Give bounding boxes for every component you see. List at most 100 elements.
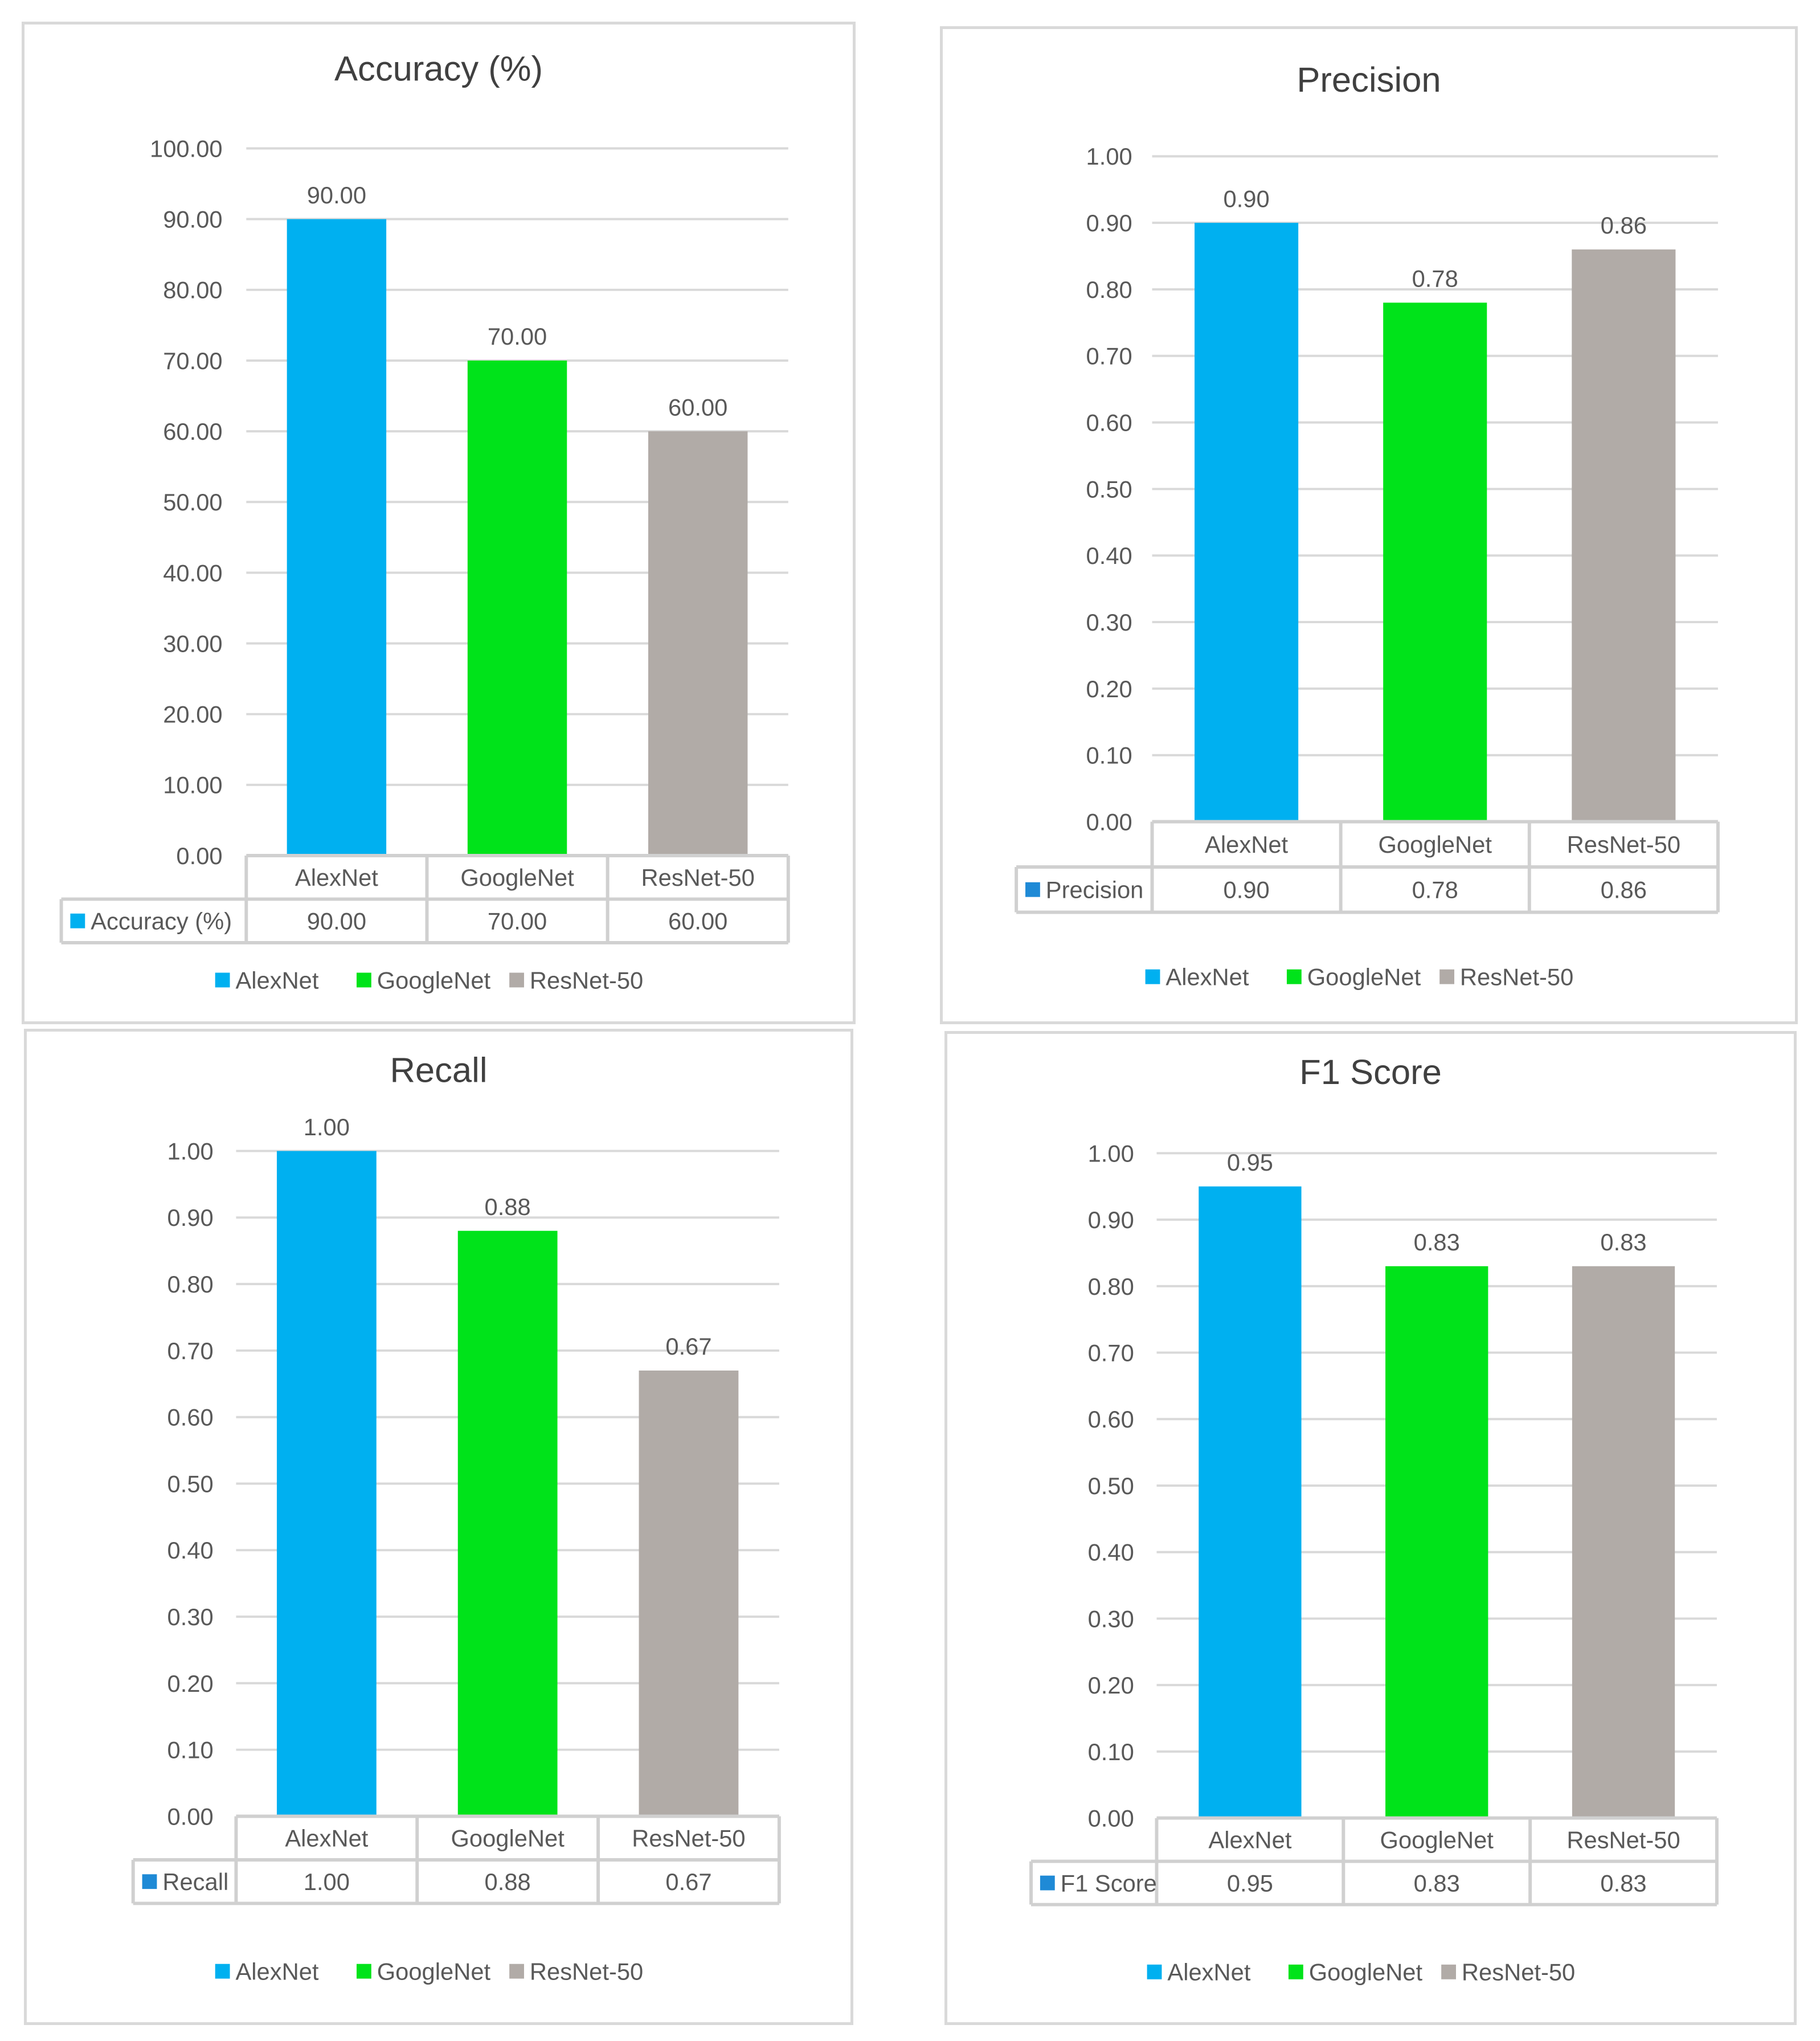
data-label-resnet-50: 0.67 — [665, 1333, 711, 1360]
recall-chart: Recall 0.00 0.10 0.20 0.30 0.40 0.50 0.60 0.70 0.… — [131, 1050, 781, 1985]
table-category-label: GoogleNet — [460, 864, 574, 891]
y-tick-label: 30.00 — [163, 630, 222, 657]
bar-resnet-50 — [639, 1370, 739, 1817]
chart-panel-precision: Precision 0.00 0.10 0.20 0.30 0.40 0.50 0.60 0.7… — [940, 26, 1798, 1024]
table-category-label: ResNet-50 — [1567, 831, 1680, 858]
y-tick-label: 0.00 — [176, 842, 222, 869]
bar-alexnet — [287, 219, 387, 856]
legend-label-alexnet: AlexNet — [235, 967, 318, 993]
table-value: 0.83 — [1600, 1870, 1646, 1896]
table-value: 0.86 — [1601, 877, 1647, 903]
y-tick-label: 0.30 — [1088, 1605, 1134, 1632]
y-tick-label: 70.00 — [163, 347, 222, 374]
bar-alexnet — [1195, 223, 1299, 822]
y-tick-label: 0.80 — [1088, 1273, 1134, 1300]
legend-marker-resnet-50 — [509, 972, 524, 988]
legend-label-alexnet: AlexNet — [235, 1958, 318, 1985]
legend-marker-googlenet — [1286, 969, 1302, 984]
table-category-label: AlexNet — [295, 864, 378, 891]
table-category-label: AlexNet — [1208, 1826, 1291, 1853]
chart-title: Accuracy (%) — [334, 49, 543, 88]
table-value: 0.78 — [1412, 877, 1458, 903]
data-label-googlenet: 0.78 — [1412, 265, 1458, 292]
y-tick-label: 0.40 — [167, 1537, 214, 1564]
y-tick-label: 0.90 — [1088, 1206, 1134, 1233]
y-tick-label: 0.60 — [1086, 410, 1132, 436]
y-tick-label: 20.00 — [163, 701, 222, 728]
data-label-alexnet: 0.95 — [1227, 1149, 1273, 1176]
y-tick-label: 1.00 — [167, 1138, 214, 1164]
legend-label-resnet-50: ResNet-50 — [1460, 964, 1573, 991]
y-tick-label: 100.00 — [150, 135, 223, 162]
table-series-marker — [1040, 1875, 1055, 1891]
data-label-resnet-50: 60.00 — [668, 394, 727, 420]
y-tick-label: 0.50 — [1086, 476, 1132, 502]
bar-googlenet — [1383, 302, 1487, 822]
legend-marker-resnet-50 — [509, 1964, 524, 1979]
legend-label-alexnet: AlexNet — [1165, 964, 1249, 991]
y-tick-label: 0.10 — [167, 1737, 214, 1764]
legend-marker-googlenet — [356, 1964, 371, 1979]
data-label-googlenet: 0.83 — [1414, 1229, 1460, 1255]
table-series-name: Precision — [1046, 877, 1144, 903]
table-series-marker — [142, 1874, 157, 1889]
y-tick-label: 0.10 — [1086, 742, 1132, 769]
y-tick-label: 80.00 — [163, 277, 222, 304]
y-tick-label: 0.40 — [1088, 1539, 1134, 1566]
table-category-label: GoogleNet — [451, 1825, 565, 1852]
bar-googlenet — [467, 360, 567, 856]
y-tick-label: 0.80 — [1086, 276, 1132, 303]
y-tick-label: 10.00 — [163, 772, 222, 799]
chart-title: Precision — [1297, 60, 1441, 100]
table-value: 90.00 — [307, 908, 366, 935]
legend-marker-googlenet — [356, 972, 371, 988]
chart-panel-accuracy: Accuracy (%) 0.00 10.00 20.00 30.00 40.00 50.0… — [22, 22, 856, 1024]
y-tick-label: 0.90 — [167, 1204, 214, 1231]
legend-label-googlenet: GoogleNet — [1307, 964, 1421, 991]
legend-label-resnet-50: ResNet-50 — [1462, 1959, 1575, 1986]
y-tick-label: 40.00 — [163, 559, 222, 586]
y-tick-label: 0.50 — [1088, 1473, 1134, 1499]
legend-label-googlenet: GoogleNet — [1309, 1959, 1423, 1986]
y-tick-label: 0.10 — [1088, 1739, 1134, 1765]
y-tick-label: 0.00 — [1086, 808, 1132, 835]
legend-label-googlenet: GoogleNet — [377, 1958, 491, 1985]
y-tick-label: 0.90 — [1086, 210, 1132, 236]
table-category-label: GoogleNet — [1380, 1826, 1494, 1853]
table-value: 0.90 — [1224, 877, 1270, 903]
legend-marker-alexnet — [215, 972, 230, 988]
legend-marker-resnet-50 — [1441, 1964, 1456, 1979]
table-series-marker — [1025, 882, 1040, 897]
data-label-resnet-50: 0.86 — [1601, 212, 1647, 239]
legend-label-googlenet: GoogleNet — [377, 967, 491, 993]
chart-title: F1 Score — [1299, 1053, 1442, 1092]
legend-label-alexnet: AlexNet — [1167, 1959, 1250, 1986]
chart-panel-recall: Recall 0.00 0.10 0.20 0.30 0.40 0.50 0.60 0.70 0.… — [24, 1029, 853, 2025]
data-label-alexnet: 90.00 — [307, 182, 366, 208]
bar-googlenet — [457, 1230, 558, 1817]
table-category-label: GoogleNet — [1378, 831, 1492, 858]
table-series-marker — [70, 913, 85, 929]
y-tick-label: 1.00 — [1086, 143, 1132, 170]
accuracy-chart: Accuracy (%) 0.00 10.00 20.00 30.00 40.00 50.0… — [59, 49, 790, 993]
bar-resnet-50 — [1572, 1266, 1675, 1818]
table-series-name: F1 Score — [1061, 1870, 1157, 1896]
legend-marker-alexnet — [1145, 969, 1160, 984]
table-category-label: AlexNet — [285, 1825, 368, 1852]
y-tick-label: 0.80 — [167, 1271, 214, 1298]
y-tick-label: 0.20 — [1088, 1672, 1134, 1699]
table-category-label: ResNet-50 — [632, 1825, 745, 1852]
y-tick-label: 60.00 — [163, 418, 222, 445]
y-tick-label: 0.40 — [1086, 542, 1132, 569]
y-tick-label: 0.20 — [1086, 676, 1132, 702]
precision-chart: Precision 0.00 0.10 0.20 0.30 0.40 0.50 0.60 0.7… — [1015, 60, 1720, 991]
table-value: 1.00 — [304, 1868, 350, 1895]
table-series-name: Recall — [162, 1868, 228, 1895]
legend-marker-googlenet — [1288, 1964, 1303, 1979]
table-category-label: ResNet-50 — [1567, 1826, 1680, 1853]
bar-alexnet — [276, 1151, 377, 1817]
table-category-label: ResNet-50 — [641, 864, 755, 891]
y-tick-label: 0.70 — [1088, 1339, 1134, 1366]
y-tick-label: 0.00 — [1088, 1805, 1134, 1831]
legend-marker-alexnet — [215, 1964, 230, 1979]
